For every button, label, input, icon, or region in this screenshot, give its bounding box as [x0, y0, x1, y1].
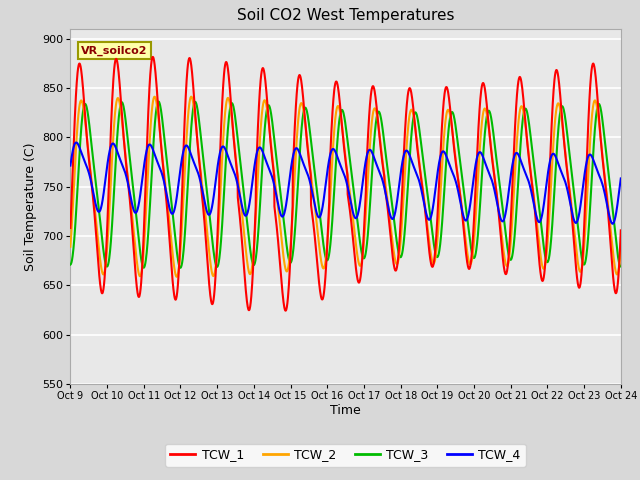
- X-axis label: Time: Time: [330, 404, 361, 417]
- Title: Soil CO2 West Temperatures: Soil CO2 West Temperatures: [237, 9, 454, 24]
- Text: VR_soilco2: VR_soilco2: [81, 46, 148, 56]
- Y-axis label: Soil Temperature (C): Soil Temperature (C): [24, 142, 36, 271]
- Legend: TCW_1, TCW_2, TCW_3, TCW_4: TCW_1, TCW_2, TCW_3, TCW_4: [166, 444, 525, 467]
